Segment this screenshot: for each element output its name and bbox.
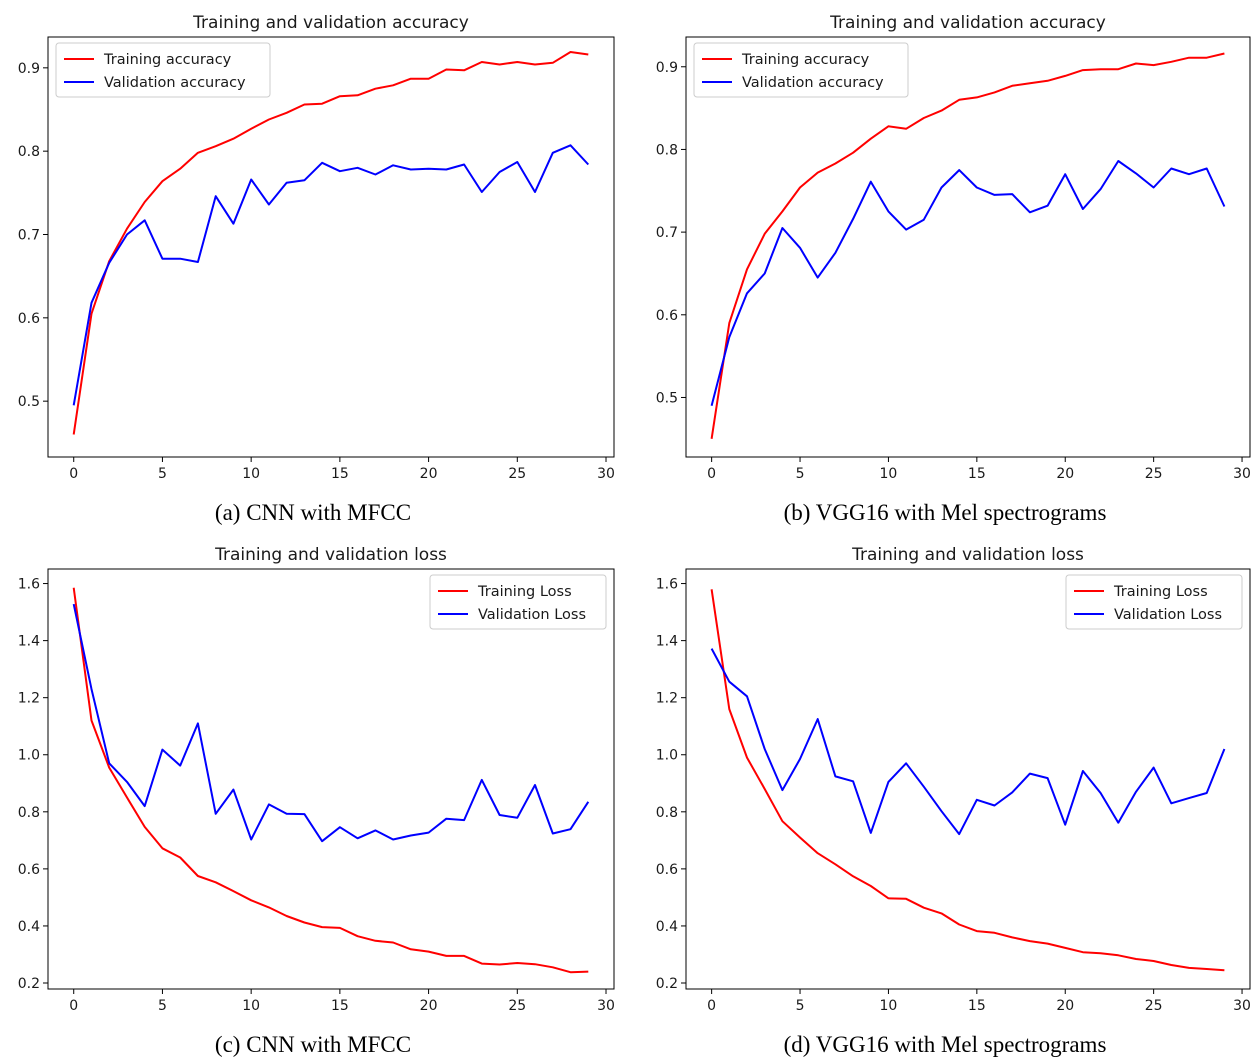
chart-cnn-mfcc-loss: Training and validation loss 0 5 10 15 20 25 30… <box>18 545 615 1014</box>
y-tick-label: 1.6 <box>656 577 678 593</box>
chart-title: Training and validation accuracy <box>829 13 1106 33</box>
series-line-training <box>710 589 1225 972</box>
plot-frame <box>47 568 615 990</box>
y-tick-label: 0.5 <box>656 390 678 406</box>
x-tick-label: 20 <box>420 466 438 482</box>
x-tick-label: 10 <box>242 998 260 1014</box>
plot-frame <box>685 568 1251 990</box>
y-tick-label: 1.0 <box>18 748 40 764</box>
x-tick-label: 30 <box>1233 998 1251 1014</box>
x-tick-label: 30 <box>597 466 615 482</box>
plot-frame <box>685 36 1251 458</box>
y-tick-label: 1.0 <box>656 748 678 764</box>
y-tick-label: 1.6 <box>18 577 40 593</box>
legend <box>1065 574 1243 630</box>
x-tick-label: 10 <box>880 998 898 1014</box>
caption-a: (a) CNN with MFCC <box>214 500 412 525</box>
legend-label-training: Training accuracy <box>103 52 232 68</box>
y-tick-label: 1.2 <box>18 691 40 707</box>
x-tick-label: 15 <box>331 466 349 482</box>
legend-label-validation: Validation accuracy <box>742 75 884 91</box>
chart-title: Training and validation loss <box>214 545 447 565</box>
x-tick-label: 15 <box>968 466 986 482</box>
plot-frame <box>47 36 615 458</box>
y-tick-label: 0.7 <box>656 225 678 241</box>
x-tick-label: 0 <box>69 466 78 482</box>
series-line-training <box>72 51 589 435</box>
y-tick-label: 0.8 <box>18 805 40 821</box>
x-tick-label: 10 <box>880 466 898 482</box>
x-tick-label: 0 <box>707 466 716 482</box>
y-tick-label: 1.4 <box>18 634 40 650</box>
y-tick-label: 0.2 <box>656 976 678 992</box>
chart-title: Training and validation loss <box>851 545 1084 565</box>
legend-label-validation: Validation Loss <box>1114 607 1222 623</box>
x-tick-label: 25 <box>1145 466 1163 482</box>
series-line-validation <box>72 144 590 406</box>
x-tick-label: 5 <box>158 998 167 1014</box>
y-tick-label: 0.8 <box>656 142 678 158</box>
legend-label-training: Training accuracy <box>741 52 870 68</box>
x-tick-label: 5 <box>796 998 805 1014</box>
y-tick-label: 1.2 <box>656 691 678 707</box>
x-tick-label: 5 <box>158 466 167 482</box>
chart-title: Training and validation accuracy <box>192 13 469 33</box>
series-line-validation <box>72 603 590 843</box>
series-line-validation <box>710 160 1226 406</box>
legend-label-validation: Validation accuracy <box>104 75 246 91</box>
y-tick-label: 0.7 <box>18 228 40 244</box>
caption-b: (b) VGG16 with Mel spectrograms <box>783 500 1107 525</box>
legend-label-validation: Validation Loss <box>478 607 586 623</box>
y-tick-label: 0.6 <box>18 862 40 878</box>
series-line-validation <box>710 648 1226 836</box>
chart-vgg16-mel-loss: Training and validation loss 0 5 10 15 20 25 30… <box>656 545 1251 1014</box>
y-tick-label: 0.4 <box>18 919 40 935</box>
y-tick-label: 0.9 <box>18 61 40 77</box>
y-tick-label: 0.4 <box>656 919 678 935</box>
series-line-training <box>710 52 1225 439</box>
x-tick-label: 5 <box>796 466 805 482</box>
series-line-training <box>72 587 589 974</box>
x-tick-label: 20 <box>1056 998 1074 1014</box>
caption-d: (d) VGG16 with Mel spectrograms <box>783 1032 1107 1057</box>
y-tick-label: 0.5 <box>18 394 40 410</box>
y-tick-label: 0.6 <box>656 308 678 324</box>
legend <box>693 42 909 98</box>
y-tick-label: 0.9 <box>656 60 678 76</box>
x-tick-label: 20 <box>420 998 438 1014</box>
x-tick-label: 25 <box>508 998 526 1014</box>
x-tick-label: 30 <box>597 998 615 1014</box>
chart-vgg16-mel-accuracy: Training and validation accuracy 0 5 10 15 20… <box>656 13 1251 482</box>
x-tick-label: 10 <box>242 466 260 482</box>
legend <box>429 574 607 630</box>
y-tick-label: 0.2 <box>18 976 40 992</box>
x-tick-label: 25 <box>1145 998 1163 1014</box>
caption-c: (c) CNN with MFCC <box>214 1032 412 1057</box>
chart-cnn-mfcc-accuracy: Training and validation accuracy 0 5 10 15 20… <box>18 13 615 482</box>
y-tick-label: 0.6 <box>656 862 678 878</box>
x-tick-label: 15 <box>968 998 986 1014</box>
y-tick-label: 0.6 <box>18 311 40 327</box>
x-tick-label: 0 <box>707 998 716 1014</box>
legend-label-training: Training Loss <box>1113 584 1208 600</box>
x-tick-label: 30 <box>1233 466 1251 482</box>
x-tick-label: 0 <box>69 998 78 1014</box>
x-tick-label: 20 <box>1056 466 1074 482</box>
y-tick-label: 1.4 <box>656 634 678 650</box>
y-tick-label: 0.8 <box>18 144 40 160</box>
x-tick-label: 15 <box>331 998 349 1014</box>
legend <box>55 42 271 98</box>
y-tick-label: 0.8 <box>656 805 678 821</box>
x-tick-label: 25 <box>508 466 526 482</box>
legend-label-training: Training Loss <box>477 584 572 600</box>
